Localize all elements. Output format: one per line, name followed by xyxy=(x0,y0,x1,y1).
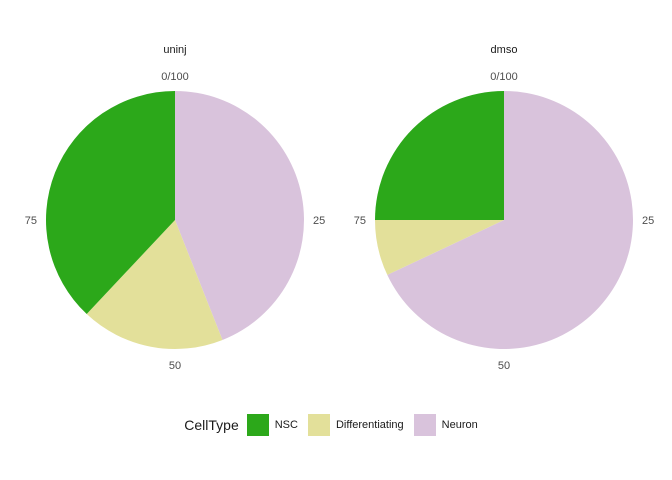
slice-differentiating xyxy=(375,220,504,275)
legend-label-nsc: NSC xyxy=(274,419,298,431)
legend-label-neuron: Neuron xyxy=(441,419,478,431)
legend-title: CellType xyxy=(184,417,239,433)
tick-label: 75 xyxy=(354,215,366,227)
facet-title: uninj xyxy=(163,44,186,56)
slice-neuron xyxy=(387,91,634,350)
legend-key-nsc xyxy=(246,414,269,436)
tick-label: 50 xyxy=(169,360,181,372)
slice-nsc xyxy=(375,91,504,220)
legend-item-nsc: NSC xyxy=(246,414,298,436)
tick-label: 75 xyxy=(25,215,37,227)
slice-nsc xyxy=(45,90,175,315)
legend-key-neuron xyxy=(413,414,436,436)
legend-item-neuron: Neuron xyxy=(413,414,478,436)
facet-dmso: dmso 0/100 25 50 75 xyxy=(354,44,655,372)
legend-label-differentiating: Differentiating xyxy=(335,419,404,431)
facet-uninj: uninj 0/100 25 50 75 xyxy=(25,44,326,372)
legend: CellType NSC Differentiating Neuron xyxy=(0,410,672,440)
facet-title: dmso xyxy=(491,44,518,56)
slice-neuron xyxy=(175,91,304,340)
tick-label: 0/100 xyxy=(161,71,189,83)
slice-differentiating xyxy=(86,220,223,350)
tick-label: 25 xyxy=(313,215,325,227)
tick-label: 50 xyxy=(498,360,510,372)
tick-label: 0/100 xyxy=(490,71,518,83)
legend-item-differentiating: Differentiating xyxy=(307,414,404,436)
legend-key-differentiating xyxy=(307,414,330,436)
tick-label: 25 xyxy=(642,215,654,227)
